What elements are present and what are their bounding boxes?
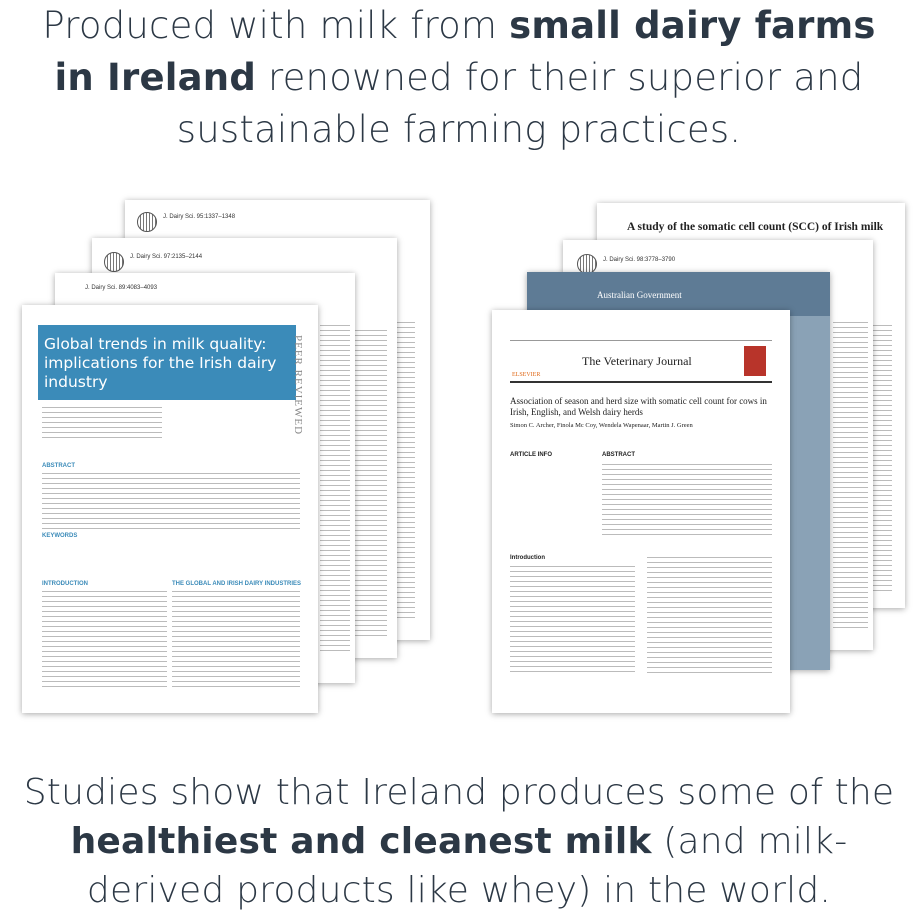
headline-text: renowned for their superior and sustaina… xyxy=(176,56,864,151)
paper-title: Association of season and herd size with… xyxy=(510,396,767,417)
section-label: ARTICLE INFO xyxy=(510,452,552,458)
paper: Global trends in milk quality: implicati… xyxy=(22,305,318,713)
section-label: ABSTRACT xyxy=(42,463,75,469)
headline: Produced with milk from small dairy farm… xyxy=(0,0,918,156)
section-label: INTRODUCTION xyxy=(42,581,88,587)
citation: J. Dairy Sci. 98:3778–3790 xyxy=(603,257,676,263)
headline-text: Produced with milk from xyxy=(42,4,510,47)
closing-bold: healthiest and cleanest milk xyxy=(70,821,652,862)
citation: J. Dairy Sci. 95:1337–1348 xyxy=(163,214,236,220)
section-label: Introduction xyxy=(510,555,545,561)
headline-bold: small dairy farms in Ireland xyxy=(54,4,876,99)
gov-label: Australian Government xyxy=(597,290,682,300)
publisher: ELSEVIER xyxy=(512,372,541,378)
title-box: Global trends in milk quality: implicati… xyxy=(38,325,296,400)
citation: J. Dairy Sci. 97:2135–2144 xyxy=(130,254,203,260)
section-label: ABSTRACT xyxy=(602,452,635,458)
section-label: THE GLOBAL AND IRISH DAIRY INDUSTRIES xyxy=(172,581,302,587)
closing-text-part: (and milk-derived products like whey) in… xyxy=(86,821,848,911)
side-label: PEER REVIEWED xyxy=(292,335,304,436)
paper-title: Global trends in milk quality: implicati… xyxy=(44,335,277,391)
section-label: KEYWORDS xyxy=(42,533,78,539)
closing-text: Studies show that Ireland produces some … xyxy=(0,768,918,915)
authors: Simon C. Archer, Finola Mc Coy, Wendela … xyxy=(510,422,693,429)
journal-name: The Veterinary Journal xyxy=(582,354,692,368)
closing-text-part: Studies show that Ireland produces some … xyxy=(23,772,895,813)
paper: ELSEVIER The Veterinary Journal Associat… xyxy=(492,310,790,713)
paper-title: A study of the somatic cell count (SCC) … xyxy=(627,221,884,233)
citation: J. Dairy Sci. 89:4083–4093 xyxy=(85,285,158,291)
